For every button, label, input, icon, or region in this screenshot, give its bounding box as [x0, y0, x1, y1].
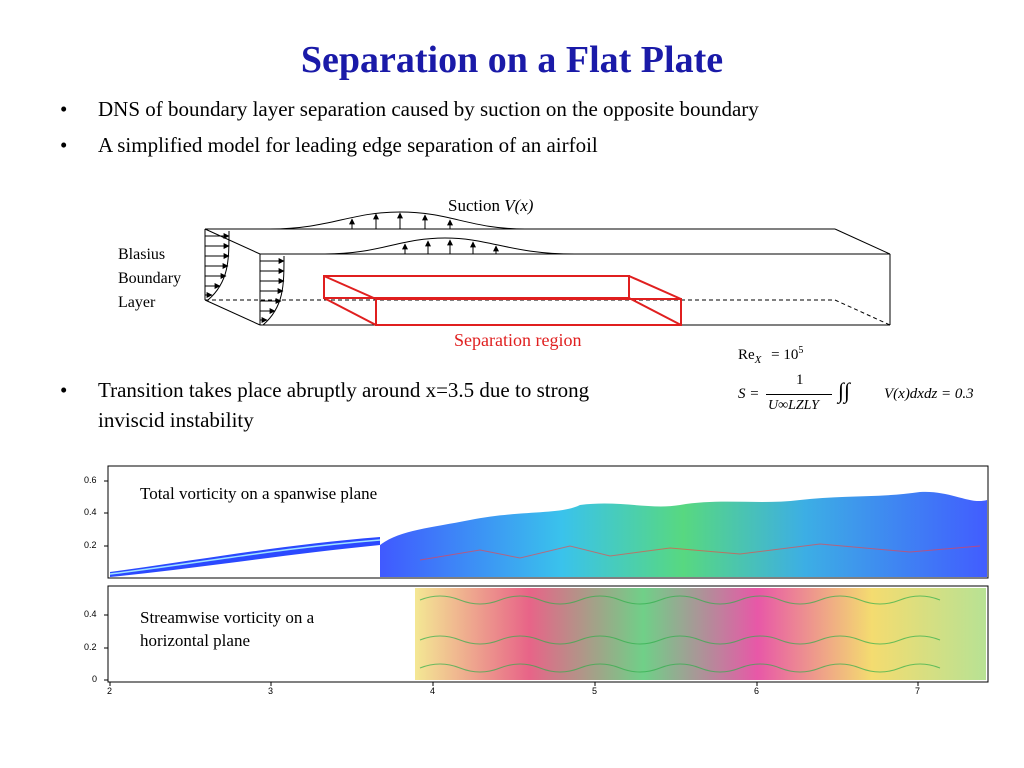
- bullet-1: • DNS of boundary layer separation cause…: [60, 94, 960, 124]
- bullet-text: A simplified model for leading edge sepa…: [98, 133, 598, 157]
- s-denominator: U∞LZLY: [768, 398, 819, 413]
- bullet-dot: •: [60, 378, 68, 402]
- bullet-text: DNS of boundary layer separation caused …: [98, 97, 759, 121]
- top-plot-label: Total vorticity on a spanwise plane: [140, 482, 378, 505]
- blasius-line-1: Blasius: [118, 246, 166, 263]
- turbulent-region-top: [380, 491, 987, 577]
- bullet-3: • Transition takes place abruptly around…: [60, 375, 720, 437]
- suction-text: Suction: [448, 196, 505, 215]
- turbulent-speckle: [419, 543, 981, 561]
- blasius-arrows-back: [205, 233, 230, 298]
- top-y-ticks: [104, 480, 108, 547]
- blasius-line-3: Layer: [118, 294, 156, 311]
- reynolds-formula: ReX = 105: [738, 345, 803, 366]
- blasius-arrows-front: [260, 258, 285, 323]
- bullet-2: • A simplified model for leading edge se…: [60, 130, 960, 160]
- re-sub: X: [754, 354, 762, 366]
- re-rhs: = 10: [771, 347, 799, 363]
- slide-title: Separation on a Flat Plate: [300, 39, 724, 81]
- suction-variable: V(x): [504, 196, 534, 215]
- s-numerator: 1: [796, 372, 804, 388]
- separation-box: [323, 275, 682, 326]
- suction-coefficient-formula: S = 1 U∞LZLY ∫∫ V(x)dxdz = 0.3: [738, 372, 1008, 422]
- xtick-label: 4: [430, 686, 436, 696]
- bottom-y-ticks: [104, 614, 108, 681]
- suction-profile-back: [269, 211, 526, 230]
- blasius-label: Blasius Boundary Layer: [118, 243, 181, 315]
- suction-label: Suction V(x): [448, 196, 533, 216]
- s-rhs: V(x)dxdz = 0.3: [884, 386, 974, 402]
- bottom-plot-label: Streamwise vorticity on a horizontal pla…: [140, 606, 315, 652]
- bullet-text-line-1: Transition takes place abruptly around x…: [98, 378, 590, 402]
- re-lhs: Re: [738, 347, 755, 363]
- bullet-dot: •: [60, 133, 68, 157]
- bullet-dot: •: [60, 97, 68, 121]
- suction-profile-front: [324, 237, 576, 255]
- top-ytick-label: 0.6: [84, 475, 97, 485]
- streamwise-contours: [419, 595, 941, 673]
- streamwise-region: [415, 588, 986, 680]
- suction-arrows: [349, 212, 499, 254]
- bottom-plot-label-line-2: horizontal plane: [140, 631, 250, 650]
- xtick-label: 2: [107, 686, 113, 696]
- top-ytick-label: 0.2: [84, 540, 97, 550]
- xtick-label: 5: [592, 686, 598, 696]
- bottom-ytick-label: 0: [92, 674, 98, 684]
- xtick-label: 3: [268, 686, 274, 696]
- laminar-layer-inner: [109, 539, 381, 575]
- x-ticks: [109, 682, 919, 686]
- bottom-ytick-label: 0.2: [84, 642, 97, 652]
- fraction-bar: [766, 394, 832, 395]
- xtick-label: 6: [754, 686, 760, 696]
- bottom-ytick-label: 0.4: [84, 609, 97, 619]
- xtick-label: 7: [915, 686, 921, 696]
- bullet-text-line-2: inviscid instability: [98, 408, 254, 432]
- separation-region-label: Separation region: [454, 330, 582, 350]
- integral-signs: ∫∫: [838, 378, 851, 403]
- re-exp: 5: [798, 345, 804, 356]
- blasius-line-2: Boundary: [118, 270, 182, 287]
- top-ytick-label: 0.4: [84, 507, 97, 517]
- s-lhs: S =: [738, 386, 760, 402]
- bottom-plot-label-line-1: Streamwise vorticity on a: [140, 608, 315, 627]
